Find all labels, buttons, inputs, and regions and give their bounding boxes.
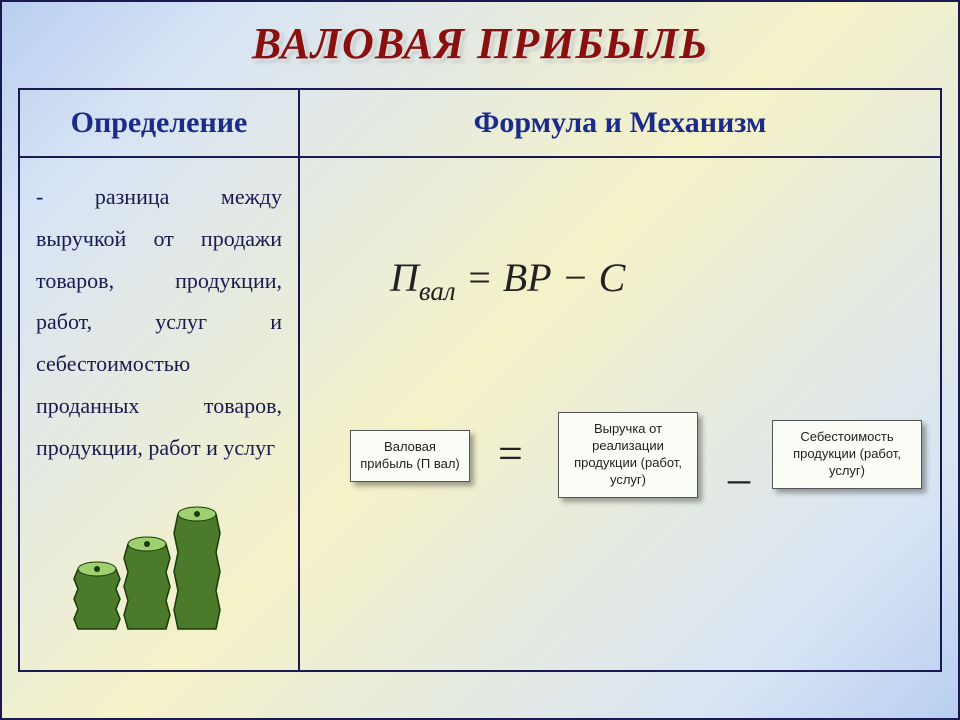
- formula-minus: −: [562, 255, 589, 300]
- content-table: Определение Формула и Механизм - разница…: [18, 88, 942, 672]
- page-title: ВАЛОВАЯ ПРИБЫЛЬ: [0, 0, 960, 79]
- formula-lhs-sub: вал: [419, 276, 456, 306]
- table-body-row: - разница между выручкой от продажи това…: [20, 158, 940, 670]
- definition-text: - разница между выручкой от продажи това…: [20, 158, 298, 479]
- bar-chart-illustration: [68, 494, 238, 634]
- operator-equals: =: [498, 428, 523, 479]
- formula-equation: Пвал = ВР − С: [390, 254, 625, 307]
- formula-rhs1: ВР: [503, 255, 552, 300]
- operator-minus: _: [728, 438, 750, 489]
- col-header-definition: Определение: [20, 90, 300, 158]
- formula-cell: Пвал = ВР − С Валовая прибыль (П вал) = …: [300, 158, 940, 670]
- definition-cell: - разница между выручкой от продажи това…: [20, 158, 300, 670]
- box-cost: Себестоимость продукции (работ, услуг): [772, 420, 922, 489]
- col-header-formula: Формула и Механизм: [300, 90, 940, 158]
- formula-lhs-base: П: [390, 255, 419, 300]
- table-header-row: Определение Формула и Механизм: [20, 90, 940, 158]
- formula-eq: =: [466, 255, 493, 300]
- box-revenue: Выручка от реализации продукции (работ, …: [558, 412, 698, 498]
- box-gross-profit: Валовая прибыль (П вал): [350, 430, 470, 482]
- formula-rhs2: С: [599, 255, 626, 300]
